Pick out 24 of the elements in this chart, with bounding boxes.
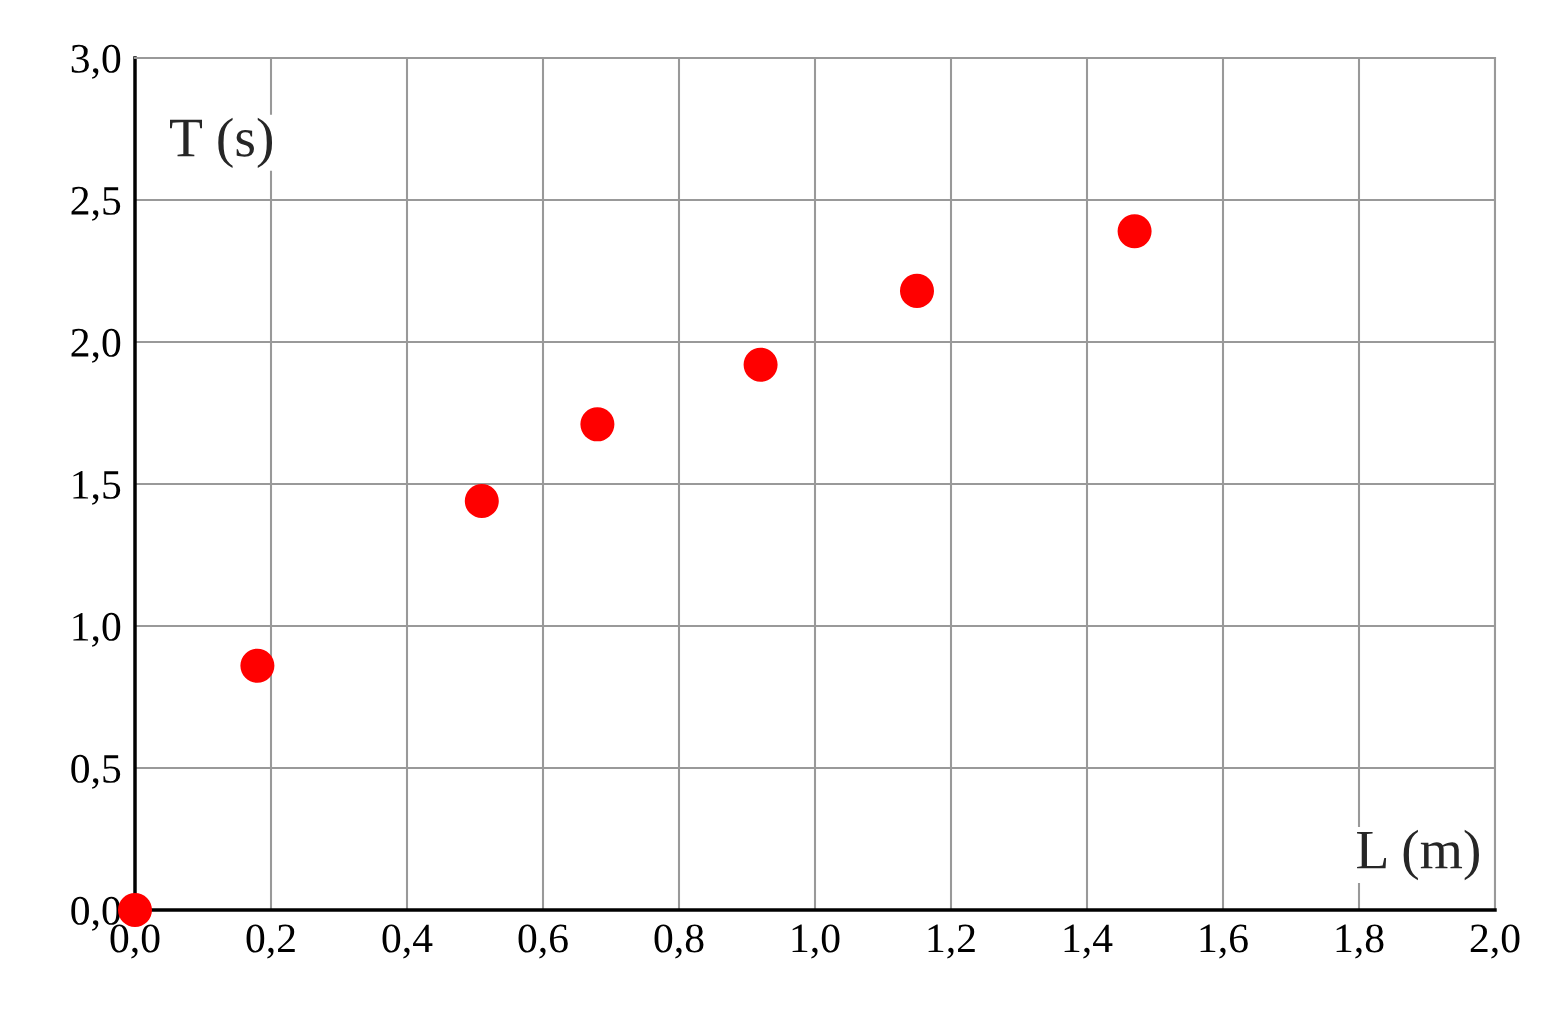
- y-tick-label: 2,5: [71, 186, 121, 221]
- x-tick-label: 1,0: [792, 924, 840, 959]
- point: [464, 484, 499, 519]
- point: [899, 273, 935, 308]
- y-tick-label: 3,0: [71, 44, 121, 79]
- y-tick-label: 1,5: [73, 470, 121, 505]
- point: [743, 347, 778, 382]
- x-tick-label: 0,2: [246, 924, 295, 959]
- point: [580, 407, 615, 442]
- x-axis-title: L (m): [1357, 829, 1479, 881]
- x-tick-label: 1,4: [1064, 924, 1113, 959]
- y-tick-label: 0,5: [71, 754, 121, 789]
- x-tick-label: 0,8: [654, 924, 704, 959]
- x-tick-label: 2,0: [1470, 924, 1520, 959]
- y-tick-label: 2,0: [71, 328, 121, 363]
- y-tick-label: 1,0: [73, 612, 121, 647]
- x-tick-label: 0,4: [382, 924, 433, 959]
- x-tick-label: 0,6: [518, 924, 568, 959]
- y-axis-title: T (s): [170, 117, 273, 169]
- x-tick-label: 1,8: [1336, 924, 1384, 959]
- x-tick-label: 1,2: [928, 924, 975, 959]
- x-tick-label: 1,6: [1200, 924, 1248, 959]
- point: [240, 648, 275, 683]
- point: [1117, 214, 1152, 249]
